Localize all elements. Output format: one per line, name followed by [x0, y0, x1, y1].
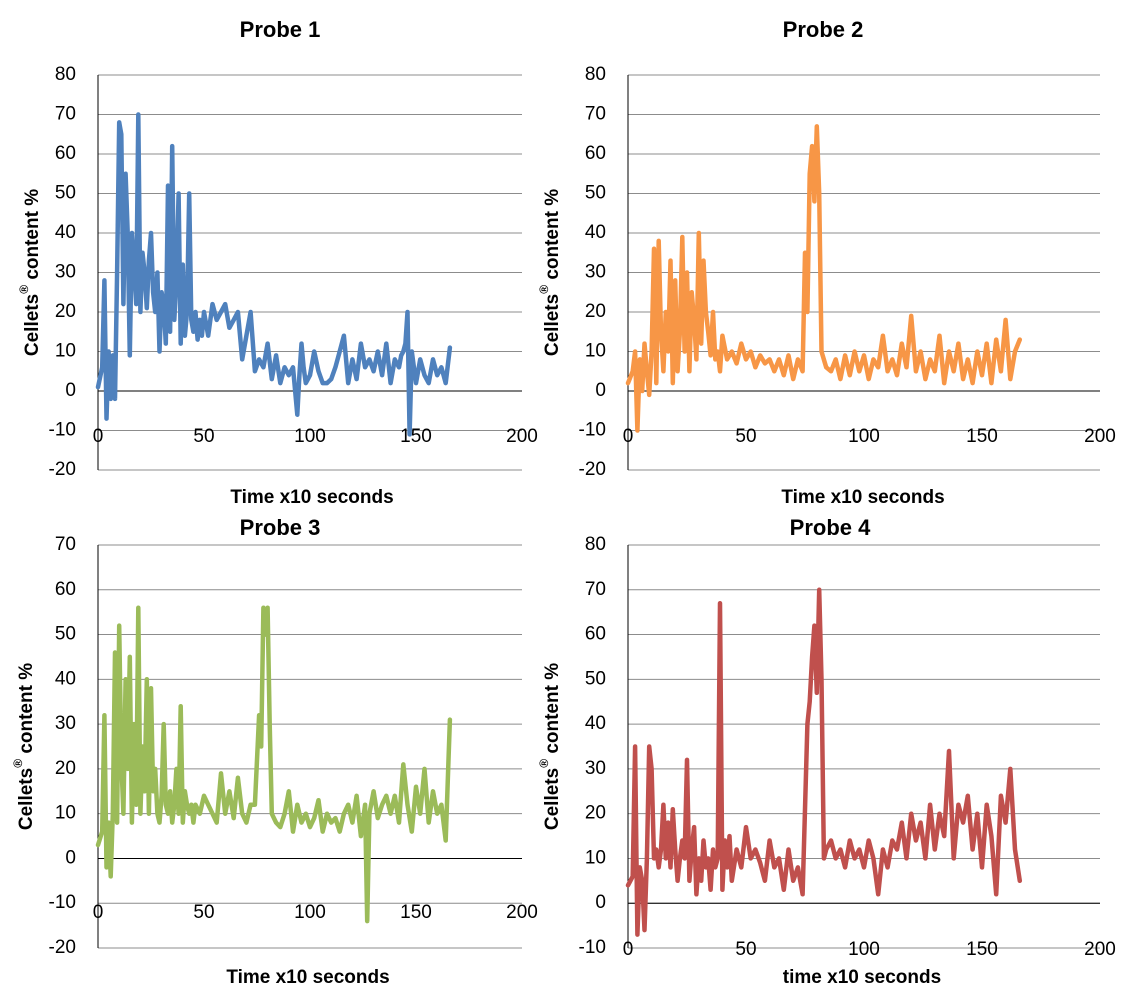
x-tick-label: 150	[966, 426, 998, 447]
y-tick-label: 30	[55, 713, 76, 734]
y-tick-label: -20	[49, 459, 76, 480]
chart-probe-2: Probe 2 -20 -10 0 10 20 30 40 50 60 70 80 0 50 100 150 2…	[537, 17, 1116, 508]
y-tick-label: 20	[55, 301, 76, 322]
x-tick-label: 0	[623, 426, 634, 447]
series-line	[625, 587, 1023, 937]
x-tick-label: 50	[193, 902, 214, 923]
y-tick-label: 10	[55, 803, 76, 824]
y-tick-label: 50	[585, 668, 606, 689]
y-axis-label-part: content %	[542, 663, 563, 759]
x-tick-label: 100	[848, 426, 880, 447]
y-tick-label: 40	[55, 668, 76, 689]
x-tick-label: 50	[735, 939, 756, 960]
y-tick-label: 40	[585, 222, 606, 243]
y-axis-label-sup: ®	[537, 285, 551, 294]
chart-title: Probe 2	[783, 17, 864, 42]
y-tick-label: 60	[585, 143, 606, 164]
x-tick-label: 0	[93, 902, 104, 923]
y-tick-label: 70	[55, 104, 76, 125]
x-tick-label: 200	[506, 426, 538, 447]
y-tick-label: -10	[49, 892, 76, 913]
y-axis-label-part: content %	[22, 189, 43, 285]
y-axis-label-part: content %	[542, 189, 563, 285]
y-tick-label: 10	[585, 341, 606, 362]
y-axis-label: Cellets® content %	[537, 189, 563, 356]
series-line	[625, 124, 1023, 433]
x-tick-label: 0	[623, 939, 634, 960]
y-tick-label: 0	[595, 892, 606, 913]
y-axis-label-part: Cellets	[542, 294, 563, 356]
y-tick-label: 50	[585, 183, 606, 204]
y-tick-label: 80	[585, 64, 606, 85]
y-tick-label: 20	[55, 758, 76, 779]
x-axis-label: Time x10 seconds	[781, 487, 944, 508]
y-tick-label: -10	[49, 420, 76, 441]
y-tick-label: 40	[585, 713, 606, 734]
x-tick-label: 50	[193, 426, 214, 447]
x-tick-label: 100	[848, 939, 880, 960]
y-axis-label-part: content %	[16, 663, 37, 759]
x-tick-label: 50	[735, 426, 756, 447]
y-tick-label: -10	[579, 937, 606, 958]
x-axis-label: Time x10 seconds	[226, 967, 389, 987]
y-axis-label: Cellets® content %	[11, 663, 37, 830]
y-axis-label-sup: ®	[11, 759, 25, 768]
y-tick-label: 60	[585, 624, 606, 645]
chart-title: Probe 3	[240, 515, 321, 540]
y-tick-label: 50	[55, 183, 76, 204]
x-tick-label: 200	[1084, 426, 1116, 447]
y-tick-label: 30	[55, 262, 76, 283]
y-tick-label: -20	[579, 459, 606, 480]
y-tick-label: 50	[55, 624, 76, 645]
y-tick-label: 20	[585, 803, 606, 824]
y-tick-label: 80	[55, 64, 76, 85]
series-line	[95, 605, 453, 924]
y-tick-label: 60	[55, 143, 76, 164]
y-axis-label: Cellets® content %	[17, 189, 43, 356]
y-tick-label: 40	[55, 222, 76, 243]
y-tick-label: 70	[55, 534, 76, 555]
x-tick-label: 0	[93, 426, 104, 447]
y-tick-label: 0	[595, 380, 606, 401]
x-axis-label: Time x10 seconds	[230, 487, 393, 508]
x-axis-label: time x10 seconds	[783, 967, 941, 987]
y-tick-label: -10	[579, 420, 606, 441]
y-tick-label: -20	[49, 937, 76, 958]
y-tick-label: 70	[585, 579, 606, 600]
x-tick-label: 100	[294, 426, 326, 447]
x-tick-label: 150	[400, 902, 432, 923]
y-axis-label-part: Cellets	[16, 768, 37, 830]
chart-probe-4: Probe 4 -10 0 10 20 30 40 50 60 70 80 0 50 100 150 200 t…	[537, 515, 1116, 987]
y-axis-label-part: Cellets	[22, 294, 43, 356]
y-tick-label: 60	[55, 579, 76, 600]
chart-probe-3: Probe 3 -20 -10 0 10 20 30 40 50 60 70 0 50 100 150 200…	[11, 515, 538, 987]
y-axis-label-sup: ®	[537, 759, 551, 768]
x-tick-label: 150	[966, 939, 998, 960]
y-tick-label: 30	[585, 758, 606, 779]
y-tick-label: 80	[585, 534, 606, 555]
y-tick-label: 0	[65, 847, 76, 868]
x-tick-label: 100	[294, 902, 326, 923]
chart-title: Probe 1	[240, 17, 321, 42]
series-line	[95, 112, 453, 437]
x-tick-label: 200	[506, 902, 538, 923]
y-tick-label: 10	[55, 341, 76, 362]
x-tick-label: 150	[400, 426, 432, 447]
chart-title: Probe 4	[790, 515, 871, 540]
y-tick-label: 70	[585, 104, 606, 125]
y-tick-label: 20	[585, 301, 606, 322]
y-tick-label: 10	[585, 847, 606, 868]
y-axis-label: Cellets® content %	[537, 663, 563, 830]
y-axis-label-part: Cellets	[542, 768, 563, 830]
y-axis-label-sup: ®	[17, 285, 31, 294]
y-tick-label: 0	[65, 380, 76, 401]
x-tick-label: 200	[1084, 939, 1116, 960]
y-tick-label: 30	[585, 262, 606, 283]
chart-probe-1: Probe 1 -20 -10 0 10 20 30 40 50 60 70 80 0 50 100 150 2…	[17, 17, 538, 508]
